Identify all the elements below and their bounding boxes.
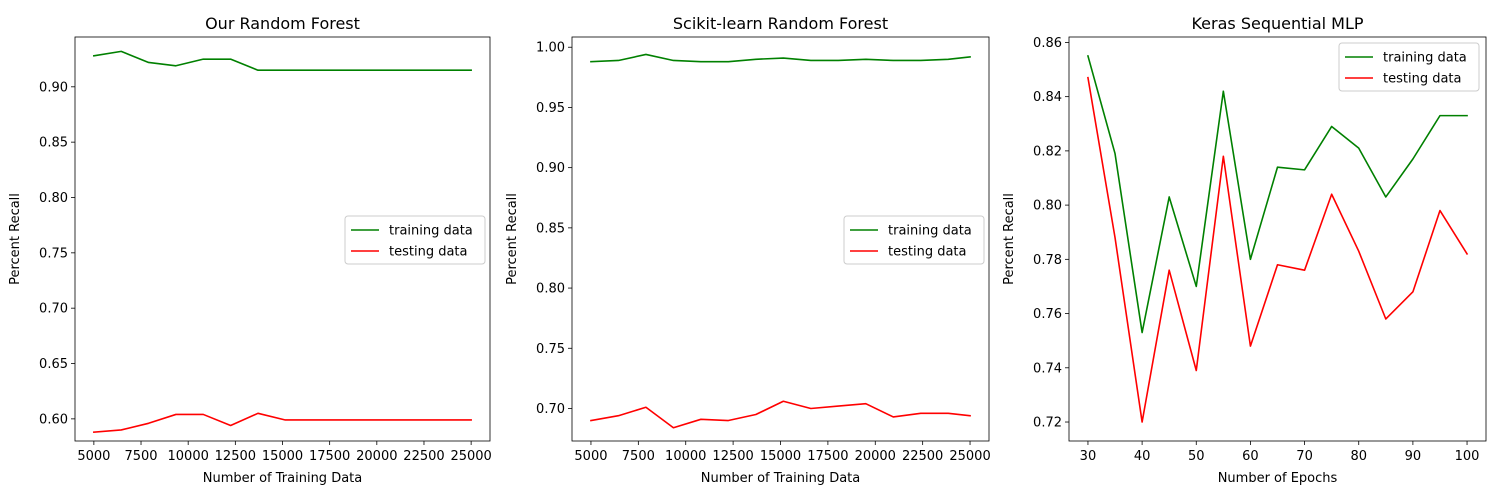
y-axis-label: Percent Recall	[505, 193, 520, 285]
y-tick-label: 0.60	[39, 412, 68, 427]
plot-frame	[1068, 36, 1487, 442]
x-axis-label: Number of Epochs	[1218, 471, 1338, 486]
y-tick-label: 0.90	[39, 80, 68, 95]
y-tick-label: 0.70	[39, 302, 68, 317]
y-tick-label: 0.84	[1033, 90, 1062, 105]
x-tick-label: 12500	[215, 449, 256, 464]
chart-title: Keras Sequential MLP	[1191, 14, 1363, 33]
x-tick-label: 12500	[712, 449, 753, 464]
chart-title: Our Random Forest	[205, 14, 360, 33]
y-tick-label: 0.85	[536, 221, 565, 236]
legend: training data testing data	[344, 215, 486, 265]
y-tick-label: 0.86	[1033, 36, 1062, 51]
y-axis-label: Percent Recall	[8, 193, 23, 285]
plot-frame	[74, 36, 491, 442]
x-tick-label: 7500	[622, 449, 655, 464]
chart-panel-2: Scikit-learn Random Forest 5000 7500 10000 1…	[505, 14, 991, 486]
x-tick-label: 5000	[77, 449, 110, 464]
legend-label: training data	[888, 224, 972, 239]
x-tick-label: 20000	[855, 449, 896, 464]
y-tick-label: 0.80	[536, 282, 565, 297]
x-tick-label: 30	[1080, 449, 1097, 464]
y-tick-label: 0.82	[1033, 144, 1062, 159]
series-line-training	[590, 53, 971, 63]
x-tick-label: 7500	[124, 449, 157, 464]
x-tick-label: 25000	[949, 449, 990, 464]
legend: training data testing data	[1338, 42, 1480, 92]
x-tick-label: 100	[1455, 449, 1480, 464]
x-tick-label: 17500	[807, 449, 848, 464]
x-axis-label: Number of Training Data	[203, 471, 363, 486]
x-tick-label: 15000	[262, 449, 303, 464]
x-tick-label: 22500	[902, 449, 943, 464]
x-tick-label: 40	[1134, 449, 1151, 464]
legend-label: testing data	[888, 245, 966, 260]
y-tick-label: 0.76	[1033, 307, 1062, 322]
chart-title: Scikit-learn Random Forest	[673, 14, 888, 33]
x-tick-label: 60	[1242, 449, 1259, 464]
y-tick-label: 0.80	[39, 191, 68, 206]
y-axis-label: Percent Recall	[1002, 193, 1017, 285]
legend-label: training data	[389, 224, 473, 239]
legend-box	[843, 215, 985, 265]
x-tick-label: 10000	[665, 449, 706, 464]
chart-panel-3: Keras Sequential MLP 30 40 50 60 70 80 90 100 0.7…	[1002, 14, 1487, 486]
y-tick-label: 0.75	[39, 246, 68, 261]
series-line-training	[1086, 54, 1468, 334]
series-line-testing	[1087, 76, 1469, 423]
chart-panel-1: Our Random Forest 5000 7500 10000 12500 15000…	[8, 14, 492, 486]
legend-label: testing data	[1383, 72, 1461, 87]
y-tick-label: 0.72	[1033, 416, 1062, 431]
y-tick-label: 0.80	[1033, 199, 1062, 214]
plot-frame	[571, 36, 990, 442]
y-tick-label: 0.85	[39, 136, 68, 151]
x-axis-label: Number of Training Data	[701, 471, 861, 486]
x-tick-label: 15000	[760, 449, 801, 464]
y-tick-label: 0.90	[536, 161, 565, 176]
x-tick-label: 50	[1188, 449, 1205, 464]
y-tick-label: 0.65	[39, 357, 68, 372]
x-tick-label: 20000	[356, 449, 397, 464]
y-tick-label: 0.74	[1033, 361, 1062, 376]
y-tick-label: 0.78	[1033, 253, 1062, 268]
x-tick-label: 25000	[450, 449, 491, 464]
series-line-training	[92, 50, 472, 72]
legend-box	[344, 215, 486, 265]
y-tick-label: 0.70	[536, 402, 565, 417]
x-tick-label: 5000	[574, 449, 607, 464]
y-tick-label: 0.95	[536, 101, 565, 116]
legend: training data testing data	[843, 215, 985, 265]
series-line-testing	[92, 412, 472, 434]
legend-box	[1338, 42, 1480, 92]
x-tick-label: 22500	[403, 449, 444, 464]
y-tick-label: 1.00	[536, 41, 565, 56]
y-tick-label: 0.75	[536, 342, 565, 357]
x-tick-label: 80	[1350, 449, 1367, 464]
series-line-testing	[590, 400, 971, 429]
x-tick-label: 10000	[168, 449, 209, 464]
x-tick-label: 17500	[309, 449, 350, 464]
legend-label: training data	[1383, 51, 1467, 66]
x-tick-label: 70	[1296, 449, 1313, 464]
x-tick-label: 90	[1405, 449, 1422, 464]
legend-label: testing data	[389, 245, 467, 260]
